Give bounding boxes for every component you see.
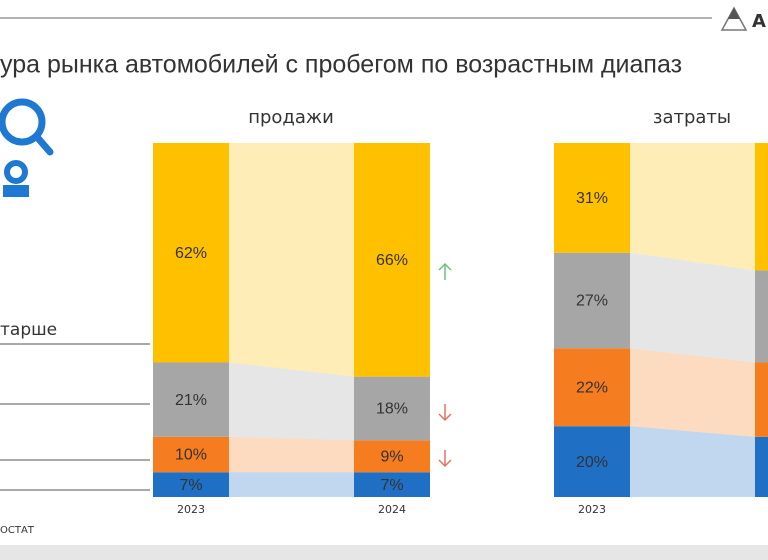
bar-segment bbox=[554, 426, 630, 497]
chart-title: затраты bbox=[653, 107, 731, 128]
chart-title: продажи bbox=[248, 107, 334, 128]
bar-segment bbox=[554, 348, 630, 427]
value-label: 18% bbox=[376, 401, 408, 418]
value-label: 21% bbox=[175, 392, 207, 409]
value-label: 31% bbox=[576, 190, 608, 207]
x-tick-label: 2023 bbox=[177, 503, 205, 516]
bar-segment bbox=[354, 376, 430, 441]
bar-segment bbox=[755, 270, 768, 363]
value-label: 20% bbox=[576, 454, 608, 471]
bar-segment bbox=[354, 143, 430, 377]
bar-segment bbox=[755, 143, 768, 271]
bar-segment bbox=[153, 143, 229, 363]
bar-segment bbox=[755, 362, 768, 437]
value-label: 66% bbox=[376, 252, 408, 269]
logo: А bbox=[720, 6, 766, 32]
connector bbox=[229, 143, 354, 377]
bottom-strip bbox=[0, 545, 768, 560]
bar-segment bbox=[153, 436, 229, 473]
bar-segment bbox=[554, 252, 630, 349]
slide-title: ура рынка автомобилей с пробегом по возр… bbox=[0, 51, 682, 79]
value-label: 7% bbox=[179, 477, 202, 494]
value-label: 62% bbox=[175, 245, 207, 262]
bar-segment bbox=[354, 472, 430, 497]
legend-label: тарше bbox=[0, 320, 57, 340]
value-label: 10% bbox=[175, 447, 207, 464]
x-tick-label: 2023 bbox=[578, 503, 606, 516]
value-label: 27% bbox=[576, 293, 608, 310]
connector bbox=[229, 472, 354, 497]
logo-text: А bbox=[752, 11, 766, 32]
bar-segment bbox=[153, 472, 229, 497]
search-icon bbox=[0, 98, 54, 197]
bar-segment bbox=[153, 362, 229, 437]
value-label: 9% bbox=[380, 449, 403, 466]
connector bbox=[630, 426, 755, 497]
value-label: 7% bbox=[380, 477, 403, 494]
value-label: 22% bbox=[576, 379, 608, 396]
legend-leaders bbox=[0, 343, 150, 491]
connector bbox=[630, 143, 755, 271]
x-tick-label: 2024 bbox=[378, 503, 406, 516]
source: ОСТАТ bbox=[0, 525, 35, 536]
bar-segment bbox=[354, 440, 430, 473]
connector bbox=[630, 348, 755, 437]
connector bbox=[229, 362, 354, 441]
bar-segment bbox=[554, 143, 630, 253]
trend-arrows bbox=[438, 262, 452, 468]
bar-segment bbox=[755, 436, 768, 497]
connector bbox=[630, 252, 755, 363]
connector bbox=[229, 436, 354, 473]
